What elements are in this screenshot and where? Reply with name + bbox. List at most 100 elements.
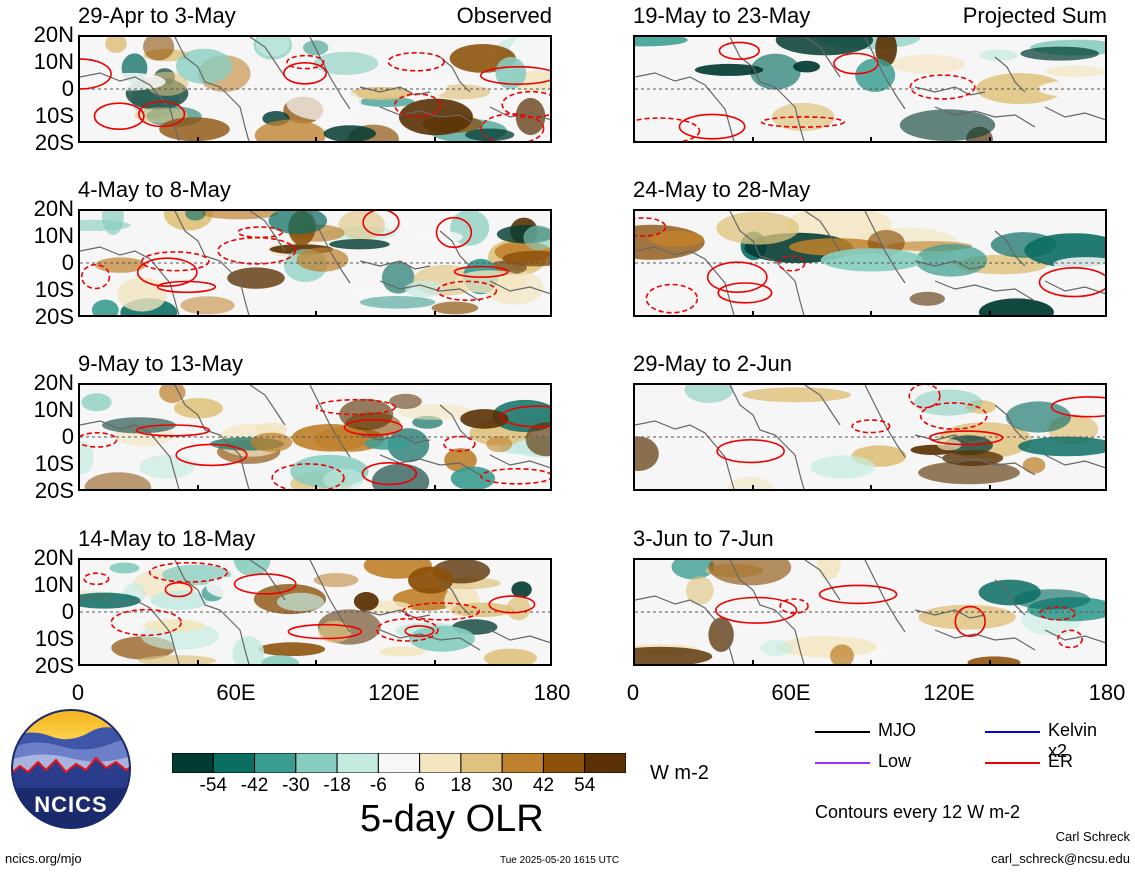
olr-anomaly-blob <box>1038 79 1105 99</box>
er-contour <box>1050 396 1105 418</box>
coastline <box>914 434 986 444</box>
er-contour <box>715 596 798 624</box>
colorbar-tick-label: -54 <box>199 775 227 796</box>
footer-timestamp: Tue 2025-05-20 1615 UTC <box>500 855 620 866</box>
olr-anomaly-blob <box>750 53 801 90</box>
er-contour <box>480 468 550 485</box>
er-contour <box>1039 606 1076 621</box>
er-contour <box>635 117 701 141</box>
olr-anomaly-blob <box>206 576 250 598</box>
lat-label: 20S <box>34 478 74 503</box>
coastline <box>729 37 786 98</box>
lat-label: 0 <box>61 76 74 101</box>
er-contour <box>851 419 891 434</box>
olr-anomaly-blob <box>313 573 359 588</box>
olr-anomaly-blob <box>410 75 448 97</box>
lon-tick <box>315 660 317 666</box>
er-contour <box>435 216 473 249</box>
coastline <box>80 595 180 664</box>
olr-anomaly-blob <box>371 463 430 489</box>
coastline <box>229 270 250 315</box>
olr-field <box>80 211 550 315</box>
olr-map-panel <box>633 383 1107 491</box>
coastline <box>994 404 1026 441</box>
coastline <box>994 56 1026 93</box>
colorbar-tick-label: 6 <box>414 775 425 796</box>
olr-anomaly-blob <box>760 640 793 656</box>
olr-anomaly-blob <box>506 596 531 621</box>
coastline <box>174 37 231 98</box>
olr-anomaly-blob <box>649 230 704 247</box>
er-contour <box>315 398 397 416</box>
olr-anomaly-blob <box>465 128 515 141</box>
lat-label: 20S <box>34 304 74 329</box>
legend-line-low <box>815 762 870 764</box>
olr-anomaly-blob <box>444 448 477 473</box>
colorbar-swatches <box>171 752 627 774</box>
olr-anomaly-blob <box>432 84 491 100</box>
colorbar <box>171 752 627 774</box>
coastline <box>80 246 180 315</box>
er-contour <box>909 74 976 100</box>
olr-anomaly-blob <box>364 437 410 450</box>
er-contour <box>156 280 217 294</box>
olr-anomaly-blob <box>408 566 454 594</box>
colorbar-title: 5-day OLR <box>360 798 544 840</box>
olr-anomaly-blob <box>937 439 962 451</box>
olr-anomaly-blob <box>694 63 764 76</box>
olr-anomaly-blob <box>159 117 230 141</box>
coastline <box>309 560 351 633</box>
ncics-logo-image <box>11 709 131 829</box>
olr-map-panel <box>633 558 1107 666</box>
er-contour <box>164 581 193 598</box>
er-contour <box>501 90 550 119</box>
contour-note: Contours every 12 W m-2 <box>815 802 1021 822</box>
lat-label: 0 <box>61 424 74 449</box>
er-contour <box>818 584 898 605</box>
lat-label: 10N <box>33 49 74 74</box>
olr-anomaly-blob <box>484 648 537 664</box>
er-contour <box>488 595 536 614</box>
er-contour <box>343 419 403 436</box>
er-contour <box>387 51 445 72</box>
coastline <box>635 420 735 489</box>
panel-title: 4-May to 8-May <box>78 177 231 202</box>
olr-anomaly-blob <box>635 436 659 471</box>
colorbar-tick-label: 42 <box>532 775 555 796</box>
colorbar-swatch <box>295 752 338 774</box>
coastline <box>804 37 841 78</box>
lon-tick <box>433 137 436 143</box>
colorbar-tick-label: -6 <box>369 775 387 796</box>
lon-tick <box>433 311 436 317</box>
colorbar-swatch <box>460 752 503 774</box>
lon-label: 60E <box>216 680 256 705</box>
olr-anomaly-blob <box>635 646 713 664</box>
coastline <box>864 560 906 633</box>
er-contour <box>718 41 761 60</box>
coastline <box>249 37 286 78</box>
panel-title: 9-May to 13-May <box>78 351 244 376</box>
olr-anomaly-blob <box>1018 436 1105 457</box>
olr-anomaly-blob <box>359 296 436 309</box>
er-contour <box>80 58 112 90</box>
coastline <box>934 629 1036 651</box>
er-contour <box>437 280 498 302</box>
legend-line-er <box>985 762 1040 764</box>
lon-tick <box>870 137 872 143</box>
er-contour <box>716 438 785 464</box>
olr-anomaly-blob <box>201 211 278 220</box>
olr-anomaly-blob <box>143 37 175 61</box>
lon-label: 0 <box>71 680 85 705</box>
lat-label: 20N <box>33 196 74 221</box>
lon-tick <box>196 660 199 666</box>
olr-anomaly-blob <box>80 219 131 231</box>
olr-anomaly-blob <box>708 617 734 652</box>
olr-anomaly-blob <box>227 267 285 289</box>
olr-anomaly-blob <box>635 37 688 47</box>
olr-anomaly-blob <box>772 102 835 132</box>
olr-anomaly-blob <box>684 385 734 403</box>
coastline <box>489 280 550 295</box>
olr-anomaly-blob <box>250 432 293 452</box>
olr-anomaly-blob <box>174 398 223 419</box>
olr-anomaly-blob <box>1022 457 1046 474</box>
